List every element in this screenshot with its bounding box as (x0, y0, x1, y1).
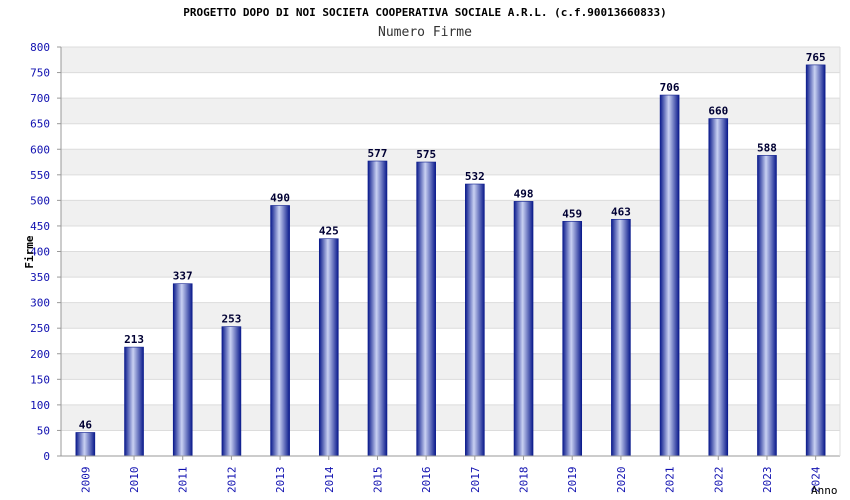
bar-value-label: 337 (173, 270, 193, 283)
bar-2018 (513, 201, 534, 457)
bar-value-label: 577 (368, 147, 388, 160)
bar-value-label: 425 (319, 225, 339, 238)
y-tick-label: 350 (30, 271, 50, 284)
bar-2016 (416, 161, 436, 457)
y-tick-label: 550 (30, 169, 50, 182)
bar-2009 (75, 432, 96, 457)
x-tick-label: 2010 (128, 467, 141, 494)
plot-band (61, 47, 840, 73)
y-tick-label: 50 (37, 424, 50, 437)
x-tick-label: 2011 (177, 467, 190, 494)
bar-2017 (465, 183, 485, 457)
bar-value-label: 706 (660, 81, 680, 94)
x-tick-label: 2016 (420, 467, 433, 494)
bar-2015 (367, 160, 388, 457)
bar-2013 (270, 205, 290, 457)
bar-2019 (562, 221, 583, 457)
x-tick-label: 2020 (615, 467, 628, 494)
x-tick-label: 2021 (664, 467, 677, 494)
x-tick-label: 2019 (566, 467, 579, 494)
y-tick-label: 400 (30, 246, 50, 259)
bar-value-label: 46 (79, 418, 93, 431)
bar-2023 (757, 155, 777, 457)
y-tick-label: 200 (30, 348, 50, 361)
bar-value-label: 588 (757, 141, 777, 154)
bar-2014 (318, 238, 339, 457)
y-tick-label: 600 (30, 143, 50, 156)
bar-2022 (708, 118, 729, 457)
y-tick-label: 0 (43, 450, 50, 463)
bar-value-label: 660 (708, 105, 728, 118)
y-tick-label: 750 (30, 67, 50, 80)
y-tick-label: 700 (30, 92, 50, 105)
bar-2021 (659, 94, 680, 457)
y-tick-label: 300 (30, 297, 50, 310)
bar-value-label: 575 (416, 148, 436, 161)
y-axis-label: Firme (23, 235, 36, 268)
x-tick-labels: 2009 2010 2011 2012 2013 2014 2015 2016 2017 2018… (79, 456, 823, 494)
bar-value-label: 213 (124, 333, 144, 346)
bar-value-label: 532 (465, 170, 485, 183)
bar-value-label: 463 (611, 205, 631, 218)
x-tick-label: 2018 (518, 467, 531, 494)
bar-2012 (221, 326, 242, 457)
y-tick-label: 650 (30, 118, 50, 131)
bar-2024 (805, 64, 826, 457)
x-axis-label: Anno (811, 484, 838, 497)
bar-2010 (124, 346, 144, 457)
chart-subtitle: Numero Firme (378, 25, 472, 40)
bar-2011 (172, 283, 193, 457)
y-tick-label: 150 (30, 373, 50, 386)
bar-value-label: 253 (221, 313, 241, 326)
bar-value-label: 459 (562, 207, 582, 220)
bar-2020 (611, 218, 631, 457)
bar-value-label: 490 (270, 191, 290, 204)
chart-title: PROGETTO DOPO DI NOI SOCIETA COOPERATIVA… (183, 6, 667, 19)
x-tick-label: 2012 (225, 467, 238, 494)
x-tick-label: 2015 (371, 467, 384, 494)
bar-data-labels: 46 213 337 253 490 425 577 575 532 498 459 463 706 66… (79, 51, 826, 432)
bar-value-label: 765 (806, 51, 826, 64)
y-tick-label: 500 (30, 194, 50, 207)
y-tick-label: 250 (30, 322, 50, 335)
x-tick-label: 2009 (79, 467, 92, 494)
bar-series (75, 64, 826, 457)
x-tick-label: 2014 (323, 466, 336, 493)
x-tick-label: 2017 (469, 467, 482, 494)
x-tick-label: 2013 (274, 467, 287, 494)
bar-value-label: 498 (514, 187, 534, 200)
x-tick-label: 2024 (810, 466, 823, 493)
x-tick-label: 2022 (712, 467, 725, 494)
y-tick-label: 800 (30, 41, 50, 54)
y-tick-label: 100 (30, 399, 50, 412)
y-tick-labels: 0 50 100 150 200 250 300 350 400 450 500 550 600 650 7… (30, 41, 61, 463)
y-tick-label: 450 (30, 220, 50, 233)
x-tick-label: 2023 (761, 467, 774, 494)
